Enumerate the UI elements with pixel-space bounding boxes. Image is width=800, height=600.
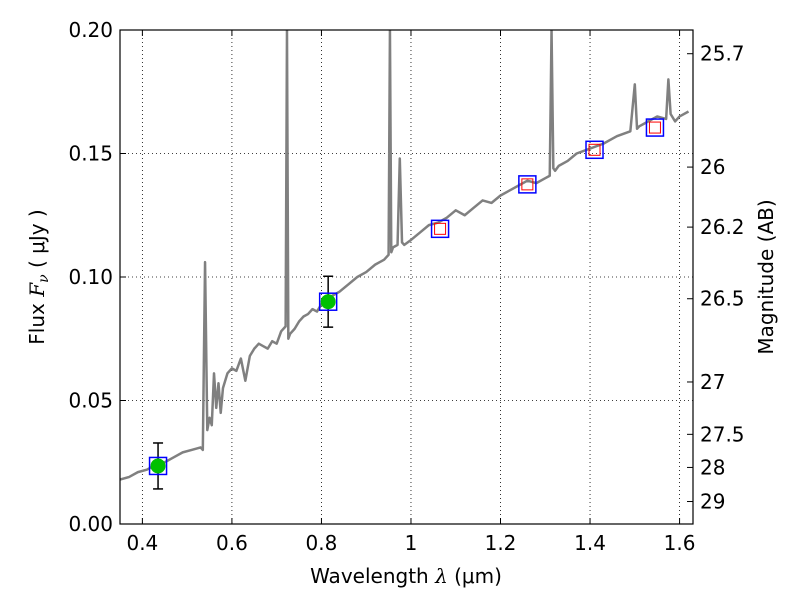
x-tick-label: 0.4 — [126, 531, 158, 555]
y2-tick-label: 28 — [700, 455, 725, 479]
y2-tick-label: 29 — [700, 490, 725, 514]
points-layer — [148, 118, 665, 490]
model-point-box — [518, 175, 537, 194]
y-tick-label: 0.10 — [68, 265, 113, 289]
ticks: 0.4 0.6 0.8 1 1.2 1.4 1.6 0.00 0.05 0.10 0.15 0.20 2… — [68, 18, 744, 555]
model-point-box — [318, 292, 338, 311]
y2-tick-label: 26.5 — [700, 287, 745, 311]
model-point-inner — [588, 143, 601, 156]
y2-tick-label: 27.5 — [700, 422, 745, 446]
observed-point — [320, 294, 336, 310]
observed-point — [150, 458, 166, 474]
model-point-box — [585, 140, 604, 160]
y2-tick-label: 26.2 — [700, 215, 745, 239]
x-tick-label: 1 — [405, 531, 418, 555]
x-tick-label: 0.6 — [216, 531, 248, 555]
model-point-inner — [648, 121, 661, 134]
x-axis-label: Wavelength λ (μm) — [310, 564, 502, 588]
y2-tick-label: 25.7 — [700, 42, 745, 66]
y-axis-label: Flux Fν ( μJy ) — [25, 209, 52, 344]
x-tick-label: 1.4 — [574, 531, 606, 555]
x-tick-label: 0.8 — [306, 531, 338, 555]
y2-axis-label: Magnitude (AB) — [754, 199, 778, 354]
model-point-inner — [434, 222, 447, 235]
y-tick-label: 0.15 — [68, 142, 113, 166]
y2-tick-label: 26 — [700, 155, 725, 179]
model-point-box — [430, 219, 450, 239]
y-tick-label: 0.00 — [68, 512, 113, 536]
x-tick-label: 1.2 — [485, 531, 517, 555]
model-point-box — [645, 118, 665, 137]
y2-tick-label: 27 — [700, 370, 725, 394]
x-tick-label: 1.6 — [664, 531, 696, 555]
y-tick-label: 0.20 — [68, 18, 113, 42]
model-point-box — [148, 456, 168, 476]
spectrum-layer — [120, 30, 690, 481]
model-point-inner — [521, 178, 534, 191]
y-tick-label: 0.05 — [68, 389, 113, 413]
spectrum-line — [120, 30, 690, 481]
